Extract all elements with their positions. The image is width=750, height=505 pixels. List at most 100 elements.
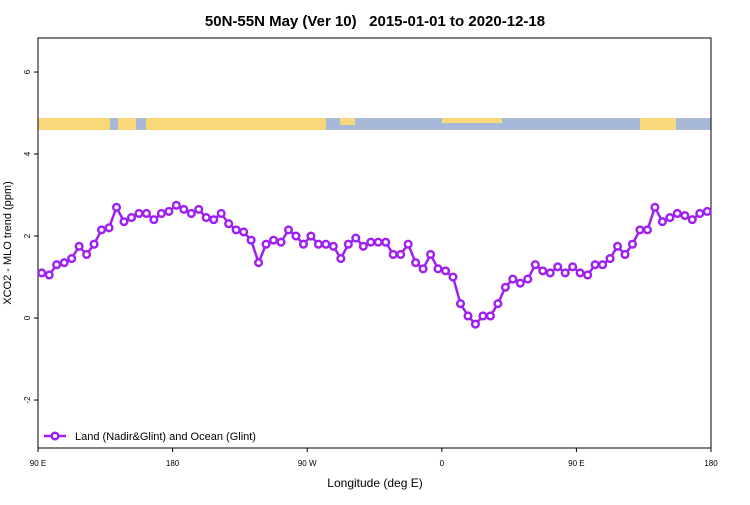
point [568,262,578,272]
point [463,311,473,321]
point [470,319,481,329]
point [89,239,99,249]
point [44,270,54,280]
point [171,200,181,210]
point [306,231,316,241]
chart-title: 50N-55N May (Ver 10) 2015-01-01 to 2020-… [205,13,545,30]
x-tick-label: 90 E [568,459,584,468]
point [186,208,196,219]
point [239,227,249,237]
point [665,213,675,223]
point [455,299,466,309]
point [485,311,495,321]
point [560,268,570,278]
point [328,241,338,251]
point [642,225,652,235]
point [433,264,443,274]
point [126,213,137,223]
y-tick-label: 6 [23,69,32,74]
x-tick-label: 180 [166,459,180,468]
point [440,266,451,276]
point [351,233,361,243]
point [553,262,563,272]
point [396,249,406,260]
point [680,210,690,221]
point [605,254,615,264]
point [702,206,712,216]
point [149,215,159,225]
point [231,225,241,235]
point [343,239,353,249]
point [37,268,47,278]
point [358,241,368,251]
point [224,219,234,229]
point [426,249,436,260]
point [269,235,279,245]
point [411,258,421,268]
point [74,241,84,251]
point [403,239,413,249]
point [388,249,398,260]
point [276,237,286,247]
point [478,311,488,321]
y-tick-label: 4 [23,151,32,156]
point [508,274,518,284]
point [246,235,256,245]
point [216,208,226,219]
series-line [41,203,708,327]
point [97,225,107,235]
point [254,258,264,268]
surface-strip [38,118,711,130]
point [650,202,660,212]
legend-label: Land (Nadir&Glint) and Ocean (Glint) [75,431,256,443]
point [67,254,77,264]
point [164,206,174,216]
point [657,217,667,227]
x-tick-label: 0 [440,459,445,468]
point [179,204,189,214]
legend-marker [50,431,60,441]
point [321,239,331,249]
plot-frame [37,37,712,449]
point [201,213,211,223]
point [530,260,540,270]
point [627,239,638,249]
point [672,208,682,219]
y-tick-label: -2 [23,396,32,404]
point [500,282,510,292]
point [104,223,114,233]
point [635,225,645,235]
x-axis-label: Longitude (deg E) [327,476,422,490]
point [111,202,122,212]
point [82,249,92,260]
point [575,268,585,278]
point [194,204,204,214]
point [598,260,608,270]
point [313,239,323,249]
point [620,249,630,260]
point [283,225,294,235]
y-axis-label: XCO2 - MLO trend (ppm) [2,181,14,304]
point [52,260,62,270]
point [291,231,301,241]
point [209,215,219,225]
point [695,208,705,219]
point [141,208,151,219]
point [381,237,391,247]
point [59,258,69,268]
point [134,208,144,219]
point [261,239,271,249]
point [448,272,458,282]
y-tick-label: 0 [23,315,32,320]
x-tick-label: 90 W [298,459,317,468]
x-tick-label: 180 [704,459,718,468]
point [545,268,555,278]
point [119,217,129,227]
x-tick-label: 90 E [30,459,46,468]
point [687,215,697,225]
point [366,237,376,247]
point [538,266,548,276]
point [583,270,593,280]
point [612,241,623,251]
